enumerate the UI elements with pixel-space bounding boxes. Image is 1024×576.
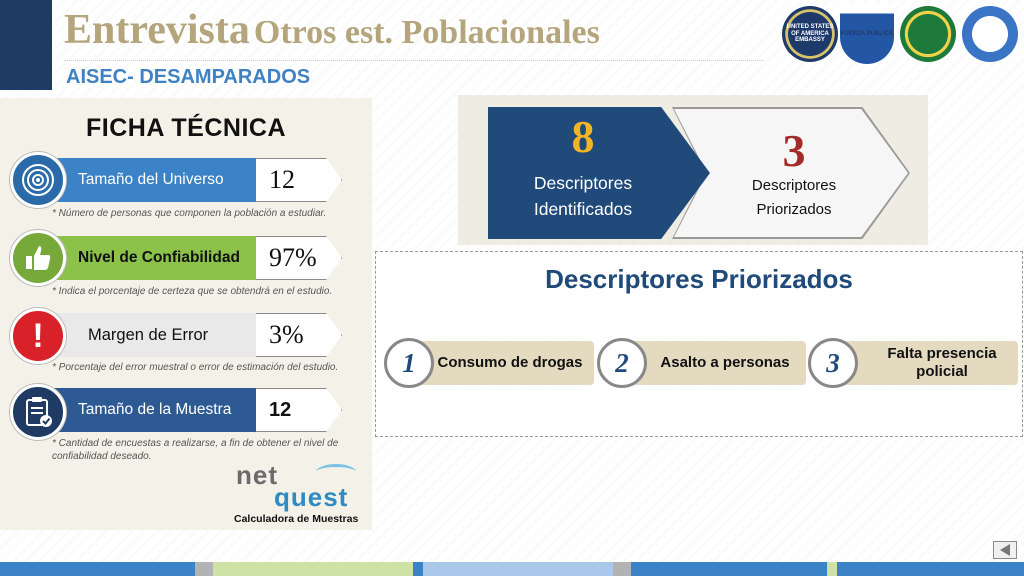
title-main: Entrevista (64, 7, 250, 53)
footer-stripe-segment (827, 562, 837, 576)
margen-error-label: Margen de Error (44, 313, 256, 357)
thumbs-up-icon (10, 230, 66, 286)
page-subtitle: AISEC- DESAMPARADOS (66, 66, 311, 88)
title-divider (64, 60, 764, 61)
police-green-seal-logo (900, 6, 956, 62)
netquest-swoosh-icon (316, 464, 356, 480)
universo-label: Tamaño del Universo (44, 158, 256, 202)
priorizado-item: Consumo de drogas (404, 341, 594, 385)
target-icon (10, 152, 66, 208)
fuerza-publica-logo: FUERZA PÚBLICA (840, 4, 894, 64)
universo-value: 12 (254, 158, 342, 202)
confiabilidad-label: Nivel de Confiabilidad (44, 236, 256, 280)
footer-stripe-segment (423, 562, 613, 576)
netquest-caption: Calculadora de Muestras (234, 513, 359, 525)
identified-label: Descriptores Identificados (533, 173, 633, 219)
footer-stripe-segment (631, 562, 827, 576)
universo-note: * Número de personas que componen la pob… (52, 208, 327, 219)
muestra-note: * Cantidad de encuestas a realizarse, a … (52, 438, 339, 462)
clipboard-check-icon (10, 384, 66, 440)
confiabilidad-note: * Indica el porcentaje de certeza que se… (52, 286, 333, 297)
blue-round-seal-logo (962, 6, 1018, 62)
identified-arrow (488, 107, 710, 239)
identified-count: 8 (571, 111, 595, 162)
margen-error-note: * Porcentaje del error muestral o error … (52, 362, 339, 373)
previous-slide-button[interactable] (993, 541, 1017, 559)
title-rest: Otros est. Poblacionales (253, 14, 600, 51)
footer-stripe-segment (213, 562, 413, 576)
margen-error-value: 3% (254, 313, 342, 357)
netquest-logo: net quest (236, 460, 366, 514)
ficha-tecnica-title: FICHA TÉCNICA (86, 114, 287, 142)
footer-stripe (0, 562, 1024, 576)
arrow-left-icon (1000, 544, 1010, 556)
muestra-value: 12 (254, 388, 342, 432)
priorizado-item: Asalto a personas (622, 341, 806, 385)
priorizado-number: 2 (597, 338, 647, 388)
footer-stripe-segment (837, 562, 1024, 576)
muestra-label: Tamaño de la Muestra (44, 388, 256, 432)
priorizado-item: Falta presencia policial (832, 341, 1018, 385)
priorizados-title: Descriptores Priorizados (545, 264, 853, 294)
netquest-logo-net: net (236, 460, 278, 490)
us-embassy-seal-logo: UNITED STATES OF AMERICA EMBASSY (782, 6, 838, 62)
footer-stripe-segment (195, 562, 213, 576)
page-title: Entrevista Otros est. Poblacionales (64, 6, 600, 54)
confiabilidad-value: 97% (254, 236, 342, 280)
prioritized-label: Descriptores Priorizados (751, 177, 837, 218)
footer-stripe-segment (613, 562, 631, 576)
exclamation-icon: ! (10, 308, 66, 364)
netquest-logo-quest: quest (274, 482, 349, 512)
priorizado-number: 1 (384, 338, 434, 388)
prioritized-count: 3 (782, 125, 806, 176)
footer-stripe-segment (413, 562, 423, 576)
prioritized-arrow (674, 109, 908, 237)
priorizado-number: 3 (808, 338, 858, 388)
header-accent-bar (0, 0, 52, 90)
footer-stripe-segment (0, 562, 195, 576)
